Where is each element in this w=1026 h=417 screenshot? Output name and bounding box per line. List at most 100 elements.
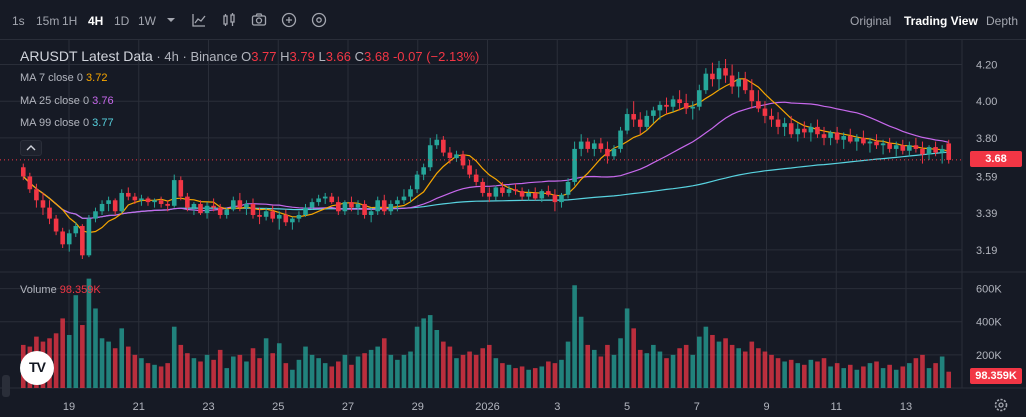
change-percent: (−2.13%) [426,49,480,64]
ma7-label: MA 7 close 0 [20,72,83,84]
settings-icon[interactable] [310,11,328,29]
volume-tick-label: 400K [976,317,1002,329]
candle-body [73,225,79,234]
volume-bar [454,358,459,388]
add-icon[interactable] [280,11,298,29]
volume-bar [933,363,938,388]
interval-1w[interactable]: 1W [138,14,156,28]
candle-body [204,205,210,214]
indicator-icon[interactable] [190,11,208,29]
time-tick-label: 29 [412,401,424,413]
volume-bar [585,344,591,388]
price-tick-label: 3.80 [976,133,997,145]
chart-area[interactable]: 4.20 4.00 3.80 3.59 3.39 3.19 600K 400K 200K 19 21… [0,40,1026,417]
candle-body [414,174,420,190]
candle-body [434,139,440,146]
candle-body [178,180,184,197]
candle-body [664,104,669,107]
ma7-legend[interactable]: MA 7 close 0 3.72 [20,72,107,84]
candle-body [690,106,696,109]
candle-body [296,214,302,219]
candle-body [375,200,381,212]
volume-bar [329,366,335,388]
ma25-label: MA 25 close 0 [20,95,90,107]
candle-body [828,132,833,138]
candle-body [106,200,111,204]
price-tick-label: 3.19 [976,245,997,257]
candle-body [66,233,72,245]
candle-body [355,203,361,208]
candle-body [132,196,138,201]
scroll-left-handle[interactable] [2,375,10,397]
volume-bar [500,363,505,388]
interval-15m[interactable]: 15m [36,14,60,28]
candle-body [198,203,203,214]
time-tick-label: 23 [202,401,214,413]
volume-bar [263,338,269,388]
time-tick-label: 5 [624,401,630,413]
candle-body [585,141,591,149]
volume-tick-label: 600K [976,284,1002,296]
volume-bar [401,354,407,388]
volume-bar [493,358,499,388]
volume-bar [336,361,341,388]
candle-body [939,148,945,153]
gear-icon[interactable] [992,396,1010,414]
volume-bar [86,278,92,388]
candle-body [60,231,65,245]
candle-body [670,99,676,107]
candle-body [539,191,545,199]
volume-bar [362,353,367,388]
candle-body [158,200,164,204]
view-tab-depth[interactable]: Depth [986,14,1019,28]
chart-legend-title: ARUSDT Latest Data · 4h · Binance O3.77 … [20,48,479,64]
candle-body [887,143,892,149]
candle-body [408,189,413,197]
candle-body [401,196,407,201]
candle-body [237,200,243,208]
candle-body [506,189,512,193]
volume-bar [572,285,577,388]
volume-bar [559,359,564,388]
volume-bar [664,358,669,388]
candle-style-icon[interactable] [220,11,238,29]
volume-bar [513,368,518,388]
time-tick-label: 2026 [475,401,499,413]
collapse-legend-button[interactable] [20,140,42,156]
volume-bar [132,354,138,388]
volume-bar [185,353,190,388]
view-tab-trading-view[interactable]: Trading View [904,14,978,28]
view-tab-original[interactable]: Original [850,14,892,28]
volume-bar [171,326,177,388]
volume-bar [677,348,682,388]
price-chart[interactable]: 4.20 4.00 3.80 3.59 3.39 3.19 600K 400K 200K 19 21… [0,40,1026,417]
interval-1d[interactable]: 1D [114,14,130,28]
price-tick-label: 4.20 [976,60,997,72]
volume-bar [303,346,308,388]
candle-body [53,218,59,232]
interval-4h[interactable]: 4H [88,14,104,28]
candle-body [99,203,105,212]
current-price-tag: 3.68 [970,151,1022,167]
volume-bar [907,363,912,388]
ma99-label: MA 99 close 0 [20,117,90,129]
camera-icon[interactable] [250,11,268,29]
legend-separator: · [182,49,187,64]
interval-1s[interactable]: 1s [12,14,25,28]
volume-bar [250,348,256,388]
ma25-legend[interactable]: MA 25 close 0 3.76 [20,95,114,107]
ma99-legend[interactable]: MA 99 close 0 3.77 [20,117,114,129]
volume-bar [112,348,118,388]
candle-body [854,137,860,142]
volume-bar [611,354,617,388]
volume-bar [408,351,413,388]
volume-bar [729,344,735,388]
volume-bar [388,354,394,388]
volume-bar [139,358,144,388]
chevron-down-icon[interactable] [162,11,180,29]
chart-toolbar: 1s 15m 1H 4H 1D 1W Original Trading View Depth [0,0,1026,40]
candle-body [900,145,906,151]
interval-1h[interactable]: 1H [62,14,78,28]
price-tick-label: 3.59 [976,171,997,183]
volume-legend[interactable]: Volume 98.359K [20,284,101,296]
